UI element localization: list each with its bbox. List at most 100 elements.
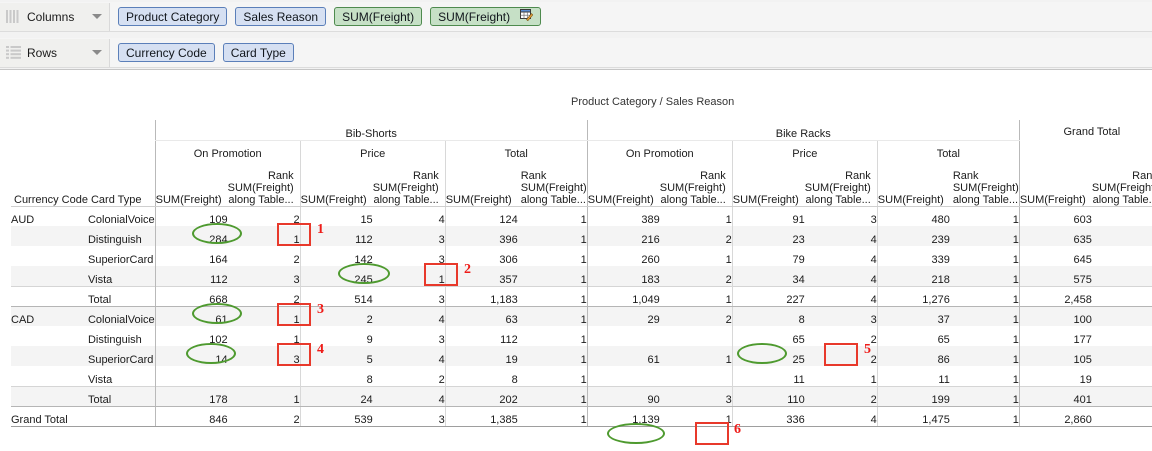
cell-rank[interactable]: 1 <box>1012 254 1019 266</box>
cell-rank[interactable]: 1 <box>227 385 301 407</box>
cell-rank[interactable]: 2 <box>659 226 733 246</box>
cell-value[interactable]: 339 <box>876 246 950 266</box>
cell-rank[interactable]: 3 <box>438 254 445 266</box>
cell-value[interactable]: 260 <box>586 246 660 266</box>
cell-value[interactable]: 102 <box>154 326 228 346</box>
cell-rank[interactable]: 1 <box>1092 366 1152 386</box>
cell-rank[interactable]: 1 <box>1091 226 1152 246</box>
measure-header-value-2[interactable]: SUM(Freight) <box>444 160 518 207</box>
cell-value[interactable]: 91 <box>731 206 805 226</box>
cell-rank[interactable]: 1 <box>580 373 587 386</box>
cell-value[interactable] <box>586 326 660 346</box>
pill-product-category[interactable]: Product Category <box>118 7 228 26</box>
cell-rank[interactable]: 2 <box>659 266 733 286</box>
measure-header-value-3[interactable]: SUM(Freight) <box>586 160 660 207</box>
cell-value[interactable]: 1,183 <box>444 285 518 307</box>
measure-header-rank-2[interactable]: Rank SUM(Freight) along Table... <box>517 160 588 207</box>
cell-rank[interactable]: 1 <box>517 405 588 427</box>
subgroup-header-on-promotion[interactable]: On Promotion <box>154 140 301 160</box>
cell-value[interactable]: 1,139 <box>586 405 660 427</box>
cell-value[interactable]: 846 <box>154 405 228 427</box>
cell-rank[interactable]: 2 <box>804 385 878 407</box>
cell-rank[interactable]: 1 <box>227 306 301 326</box>
cell-value[interactable]: 2,458 <box>1018 285 1092 307</box>
cell-rank[interactable]: 1 <box>580 334 587 346</box>
cell-rank[interactable]: 1 <box>1092 246 1152 266</box>
cell-rank[interactable]: 4 <box>804 266 878 286</box>
cell-rank[interactable]: 1 <box>517 385 588 407</box>
cell-rank[interactable]: 3 <box>659 385 733 407</box>
cell-value[interactable]: 5 <box>299 346 373 366</box>
cell-rank[interactable]: 1 <box>1092 206 1152 226</box>
measure-header-value-0[interactable]: SUM(Freight) <box>154 160 228 207</box>
cell-rank[interactable]: 1 <box>1012 214 1019 226</box>
measure-header-value-5[interactable]: SUM(Freight) <box>876 160 950 207</box>
cell-rank[interactable]: 2 <box>227 285 301 307</box>
cell-rank[interactable]: 3 <box>227 266 301 286</box>
measure-header-rank-1[interactable]: Rank SUM(Freight) along Table... <box>372 160 446 207</box>
cell-value[interactable]: 2,860 <box>1018 405 1092 427</box>
cell-rank[interactable]: 1 <box>1092 326 1152 346</box>
measure-header-rank-3[interactable]: Rank SUM(Freight) along Table... <box>659 160 733 207</box>
cell-value[interactable]: 65 <box>731 326 805 346</box>
subgroup-header-total[interactable]: Total <box>876 140 1020 160</box>
cell-value[interactable]: 164 <box>154 246 228 266</box>
cell-value[interactable]: 63 <box>444 306 518 326</box>
cell-value[interactable]: 19 <box>444 346 518 366</box>
corner-header-currency-code[interactable]: Currency Code <box>11 160 88 207</box>
cell-value[interactable]: 79 <box>731 246 805 266</box>
cell-value[interactable]: 8 <box>299 366 373 386</box>
cell-value[interactable]: 1,049 <box>586 285 660 307</box>
cell-value[interactable]: 202 <box>444 385 518 407</box>
cell-value[interactable]: 29 <box>586 306 660 326</box>
measure-header-rank-4[interactable]: Rank SUM(Freight) along Table... <box>804 160 878 207</box>
cell-value[interactable]: 65 <box>876 326 950 346</box>
cell-value[interactable]: 90 <box>586 385 660 407</box>
table-row[interactable]: SuperiorCard143541916112528611051 <box>11 346 1152 366</box>
columns-shelf[interactable]: Columns Product Category Sales Reason SU… <box>0 2 1152 32</box>
cell-value[interactable]: 199 <box>876 385 950 407</box>
cell-rank[interactable]: 2 <box>227 405 301 427</box>
cell-rank[interactable]: 1 <box>1012 373 1019 386</box>
cell-value[interactable]: 9 <box>299 326 373 346</box>
cell-rank[interactable]: 3 <box>372 226 446 246</box>
chevron-down-icon[interactable] <box>92 50 102 55</box>
cell-value[interactable]: 2 <box>299 306 373 326</box>
cell-value[interactable]: 514 <box>299 285 373 307</box>
subgroup-header-on-promotion[interactable]: On Promotion <box>586 140 733 160</box>
table-row[interactable]: SuperiorCard164214233061260179433916451 <box>11 246 1152 266</box>
table-row[interactable]: Total17812442021903110219914011 <box>11 385 1152 407</box>
cell-rank[interactable]: 1 <box>517 285 588 307</box>
cell-value[interactable]: 105 <box>1018 346 1092 366</box>
cell-rank[interactable]: 2 <box>804 346 878 366</box>
cell-rank[interactable]: 1 <box>949 385 1020 407</box>
rows-shelf-label-box[interactable]: Rows <box>0 38 110 67</box>
cell-rank[interactable]: 2 <box>438 373 445 386</box>
cell-rank[interactable]: 3 <box>804 306 878 326</box>
pill-currency-code[interactable]: Currency Code <box>118 43 215 62</box>
cell-value[interactable]: 8 <box>444 366 518 386</box>
cell-rank[interactable]: 1 <box>1091 346 1152 366</box>
cell-value[interactable]: 539 <box>299 405 373 427</box>
cell-value[interactable]: 142 <box>299 246 373 266</box>
cell-value[interactable]: 23 <box>731 226 805 246</box>
columns-shelf-label-box[interactable]: Columns <box>0 2 110 31</box>
cell-value[interactable]: 24 <box>299 385 373 407</box>
cell-value[interactable]: 389 <box>586 206 660 226</box>
cell-value[interactable]: 109 <box>154 206 228 226</box>
cell-value[interactable]: 396 <box>444 226 518 246</box>
rows-shelf[interactable]: Rows Currency Code Card Type <box>0 38 1152 68</box>
table-row[interactable]: Vista8281111111191 <box>11 366 1152 386</box>
measure-header-rank-5[interactable]: Rank SUM(Freight) along Table... <box>949 160 1020 207</box>
measure-header-value-1[interactable]: SUM(Freight) <box>299 160 373 207</box>
cell-value[interactable]: 14 <box>154 346 228 366</box>
cell-rank[interactable]: 1 <box>949 346 1020 366</box>
cell-value[interactable]: 1,385 <box>444 405 518 427</box>
cell-rank[interactable]: 1 <box>870 373 877 386</box>
cell-value[interactable]: 112 <box>154 266 228 286</box>
cell-value[interactable]: 245 <box>299 266 373 286</box>
cell-rank[interactable]: 1 <box>1091 266 1152 286</box>
cell-value[interactable]: 124 <box>444 206 518 226</box>
cell-rank[interactable]: 4 <box>372 306 446 326</box>
